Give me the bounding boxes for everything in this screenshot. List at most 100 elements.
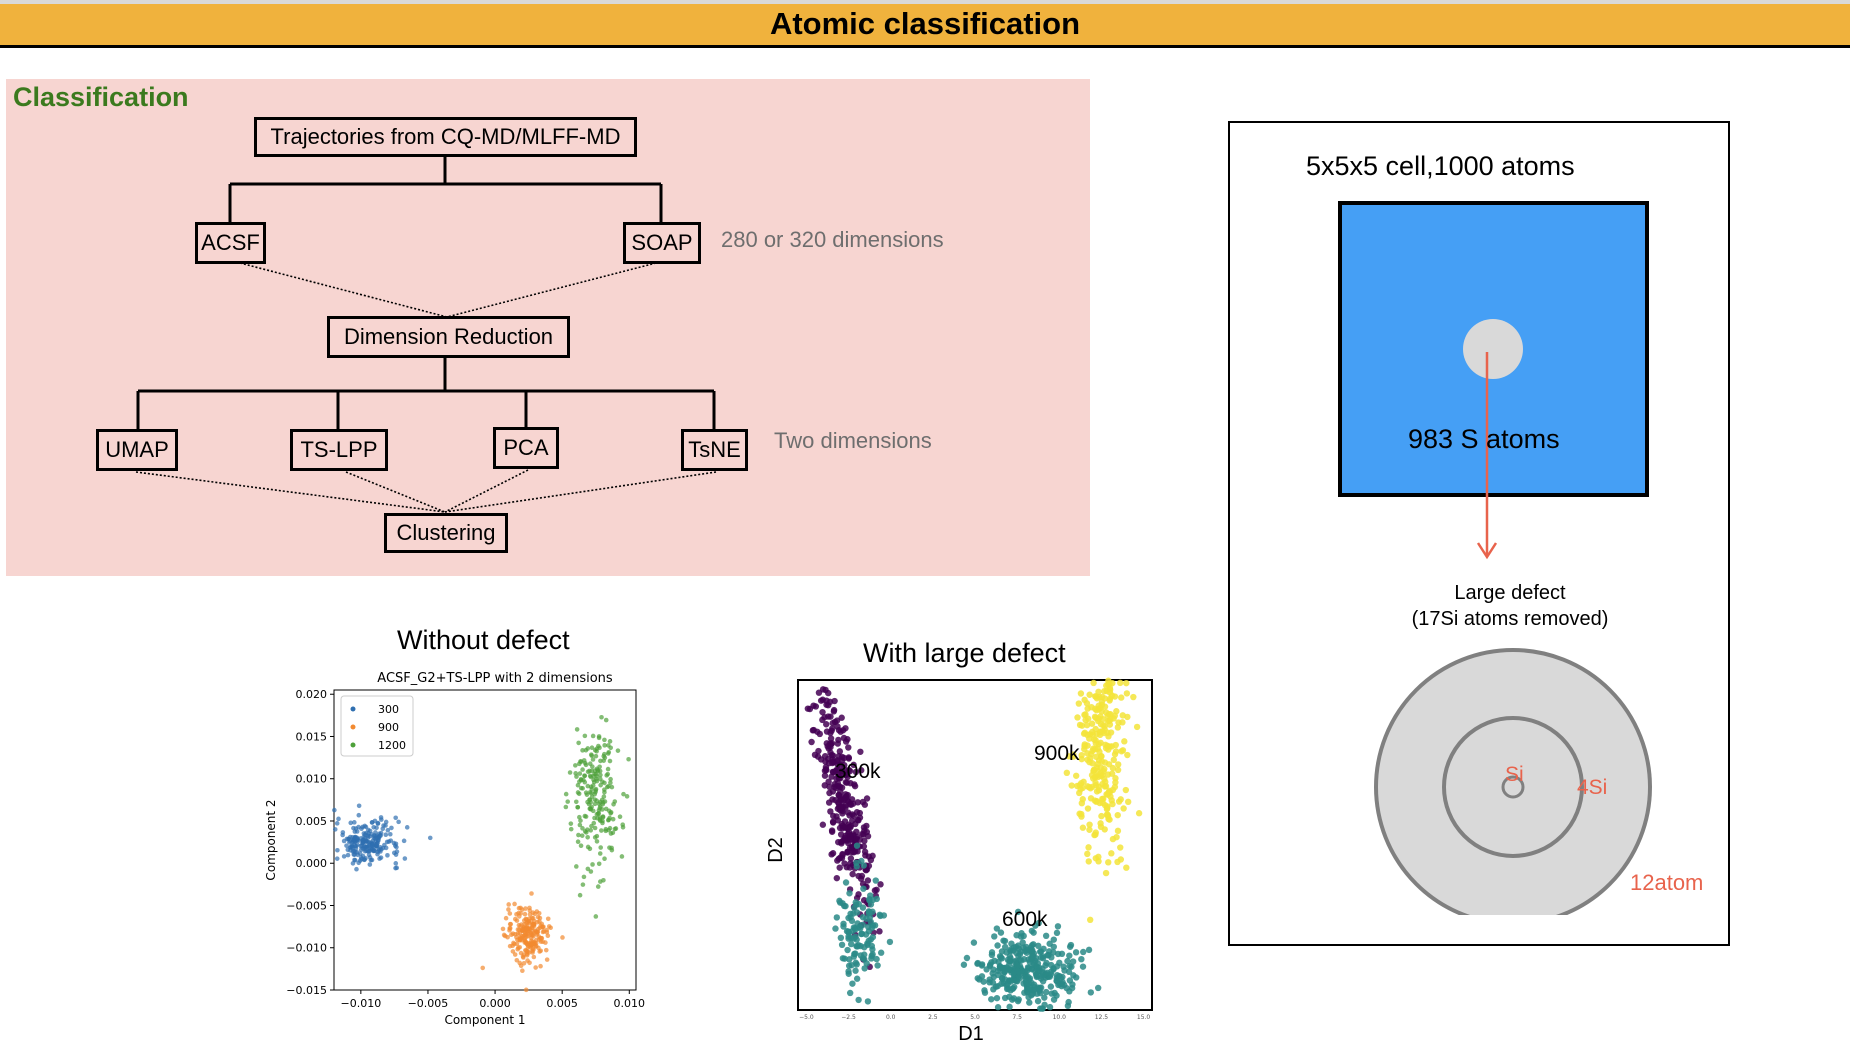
data-point <box>1114 827 1122 835</box>
data-point <box>592 748 598 753</box>
data-point <box>994 982 1001 990</box>
data-point <box>602 743 607 748</box>
data-point <box>836 824 844 832</box>
data-point <box>1089 747 1096 754</box>
data-point <box>523 987 529 993</box>
data-point <box>846 767 854 775</box>
data-point <box>855 891 862 898</box>
data-point <box>976 976 983 983</box>
data-point <box>845 754 852 761</box>
x-tick-label: −5.0 <box>799 1014 814 1021</box>
data-point <box>852 768 860 776</box>
data-point <box>826 789 833 797</box>
data-point <box>850 904 858 911</box>
data-point <box>859 798 867 806</box>
dotted-link <box>446 262 657 318</box>
data-point <box>1064 1002 1072 1010</box>
data-point <box>1039 969 1046 976</box>
data-point <box>842 879 850 886</box>
data-point <box>1086 916 1094 924</box>
data-point <box>829 759 836 767</box>
pca-box: PCA <box>493 427 559 469</box>
data-point <box>597 764 602 770</box>
data-point <box>377 831 382 837</box>
data-point <box>849 870 856 878</box>
data-point <box>1037 954 1045 961</box>
data-point <box>1050 943 1057 951</box>
data-point <box>1124 798 1132 806</box>
data-point <box>838 753 846 761</box>
data-point <box>864 998 872 1005</box>
data-point <box>858 930 865 938</box>
data-point <box>574 727 580 732</box>
data-point <box>396 819 401 825</box>
data-point <box>609 845 614 851</box>
data-point <box>1034 997 1042 1005</box>
data-point <box>874 962 881 969</box>
data-point <box>1115 761 1122 768</box>
data-point <box>510 949 516 954</box>
data-point <box>1030 953 1037 960</box>
data-point <box>1084 783 1091 790</box>
data-point <box>1079 824 1087 831</box>
data-point <box>583 762 589 768</box>
data-point <box>524 934 529 939</box>
data-point <box>524 920 529 926</box>
data-point <box>615 748 621 753</box>
data-point <box>841 955 848 962</box>
data-point <box>548 925 553 931</box>
data-point <box>842 791 849 798</box>
data-point <box>601 878 606 883</box>
data-point <box>1080 948 1087 956</box>
data-point <box>1130 693 1137 701</box>
data-point <box>1103 687 1110 695</box>
data-point <box>847 836 854 843</box>
data-point <box>1093 798 1100 805</box>
data-point <box>575 790 581 795</box>
data-point <box>535 919 540 925</box>
data-point <box>543 947 549 953</box>
data-point <box>827 808 834 815</box>
data-point <box>590 757 596 762</box>
data-point <box>592 768 598 773</box>
cluster-label-900k: 900k <box>1034 742 1080 765</box>
data-point <box>849 817 856 824</box>
data-point <box>815 747 822 755</box>
data-point <box>1058 980 1066 988</box>
data-point <box>402 856 408 861</box>
data-point <box>863 795 871 802</box>
data-point <box>1086 735 1093 742</box>
data-point <box>1108 850 1115 857</box>
data-point <box>854 920 861 927</box>
x-tick-label: 7.5 <box>1012 1014 1022 1021</box>
data-point <box>1105 859 1112 866</box>
data-point <box>1000 937 1007 944</box>
soap-box: SOAP <box>623 222 701 264</box>
data-point <box>1086 691 1093 698</box>
y-tick-label: 0.020 <box>296 688 328 701</box>
data-point <box>1007 946 1014 953</box>
data-point <box>1113 833 1120 841</box>
data-point <box>583 747 589 753</box>
data-point <box>829 850 837 857</box>
data-point <box>369 820 375 825</box>
data-point <box>872 877 879 884</box>
data-point <box>598 782 603 788</box>
data-point <box>1086 826 1093 833</box>
data-point <box>1050 996 1058 1003</box>
data-point <box>1097 820 1104 827</box>
data-point <box>1122 786 1130 794</box>
data-point <box>991 933 998 940</box>
data-point <box>1114 766 1122 774</box>
data-point <box>427 835 433 841</box>
x-tick-label: 0.0 <box>886 1014 896 1021</box>
data-point <box>404 825 410 830</box>
data-point <box>825 799 833 806</box>
data-point <box>531 954 537 960</box>
data-point <box>573 799 579 805</box>
data-point <box>837 796 845 804</box>
data-point <box>588 869 594 874</box>
cluster-label-300k: 300k <box>835 760 881 783</box>
data-point <box>997 929 1005 936</box>
data-point <box>1013 932 1020 939</box>
